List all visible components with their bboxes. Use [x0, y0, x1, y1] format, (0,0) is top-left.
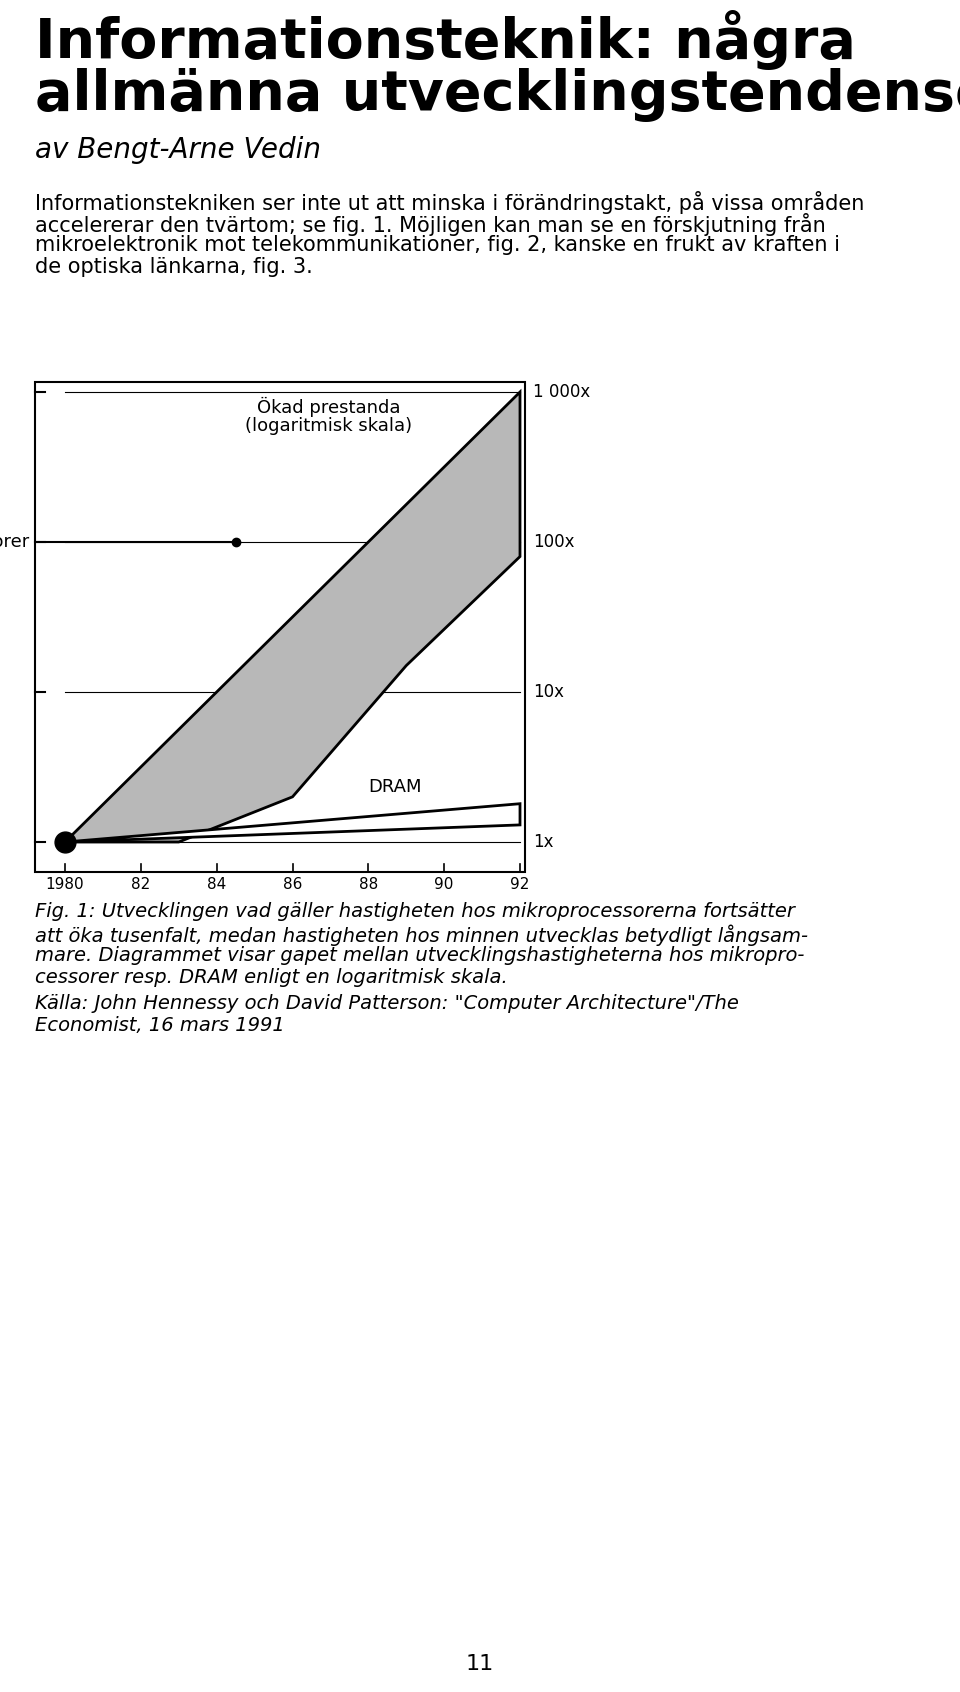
Text: 90: 90: [435, 876, 454, 892]
Text: 88: 88: [359, 876, 378, 892]
Text: de optiska länkarna, fig. 3.: de optiska länkarna, fig. 3.: [35, 257, 313, 277]
Text: mikroelektronik mot telekommunikationer, fig. 2, kanske en frukt av kraften i: mikroelektronik mot telekommunikationer,…: [35, 235, 840, 255]
Bar: [35, 382, 525, 871]
Polygon shape: [65, 393, 520, 843]
Text: att öka tusenfalt, medan hastigheten hos minnen utvecklas betydligt långsam-: att öka tusenfalt, medan hastigheten hos…: [35, 924, 808, 946]
Text: Fig. 1: Utvecklingen vad gäller hastigheten hos mikroprocessorerna fortsätter: Fig. 1: Utvecklingen vad gäller hastighe…: [35, 902, 795, 920]
Text: 1x: 1x: [533, 832, 554, 851]
Text: allmänna utvecklingstendenser: allmänna utvecklingstendenser: [35, 68, 960, 122]
Text: Economist, 16 mars 1991: Economist, 16 mars 1991: [35, 1015, 285, 1036]
Text: cessorer resp. DRAM enligt en logaritmisk skala.: cessorer resp. DRAM enligt en logaritmis…: [35, 968, 508, 986]
Text: 86: 86: [283, 876, 302, 892]
Text: DRAM: DRAM: [369, 778, 421, 797]
Text: accelererar den tvärtom; se fig. 1. Möjligen kan man se en förskjutning från: accelererar den tvärtom; se fig. 1. Möjl…: [35, 213, 826, 235]
Text: mare. Diagrammet visar gapet mellan utvecklingshastigheterna hos mikropro-: mare. Diagrammet visar gapet mellan utve…: [35, 946, 804, 964]
Text: Mikroprocessorer: Mikroprocessorer: [0, 533, 233, 552]
Text: 92: 92: [511, 876, 530, 892]
Text: Källa: John Hennessy och David Patterson: "Computer Architecture"/The: Källa: John Hennessy och David Patterson…: [35, 993, 739, 1014]
Text: 10x: 10x: [533, 684, 564, 700]
Text: 84: 84: [207, 876, 227, 892]
Polygon shape: [65, 804, 520, 843]
Text: 100x: 100x: [533, 533, 574, 552]
Text: Informationsteknik: några: Informationsteknik: några: [35, 10, 856, 69]
Text: 1 000x: 1 000x: [533, 382, 590, 401]
Text: Informationstekniken ser inte ut att minska i förändringstakt, på vissa områden: Informationstekniken ser inte ut att min…: [35, 191, 864, 213]
Text: 82: 82: [132, 876, 151, 892]
Text: (logaritmisk skala): (logaritmisk skala): [246, 416, 413, 435]
Text: Ökad prestanda: Ökad prestanda: [257, 398, 400, 418]
Text: av Bengt-Arne Vedin: av Bengt-Arne Vedin: [35, 135, 321, 164]
Text: 11: 11: [466, 1655, 494, 1673]
Text: 1980: 1980: [46, 876, 84, 892]
